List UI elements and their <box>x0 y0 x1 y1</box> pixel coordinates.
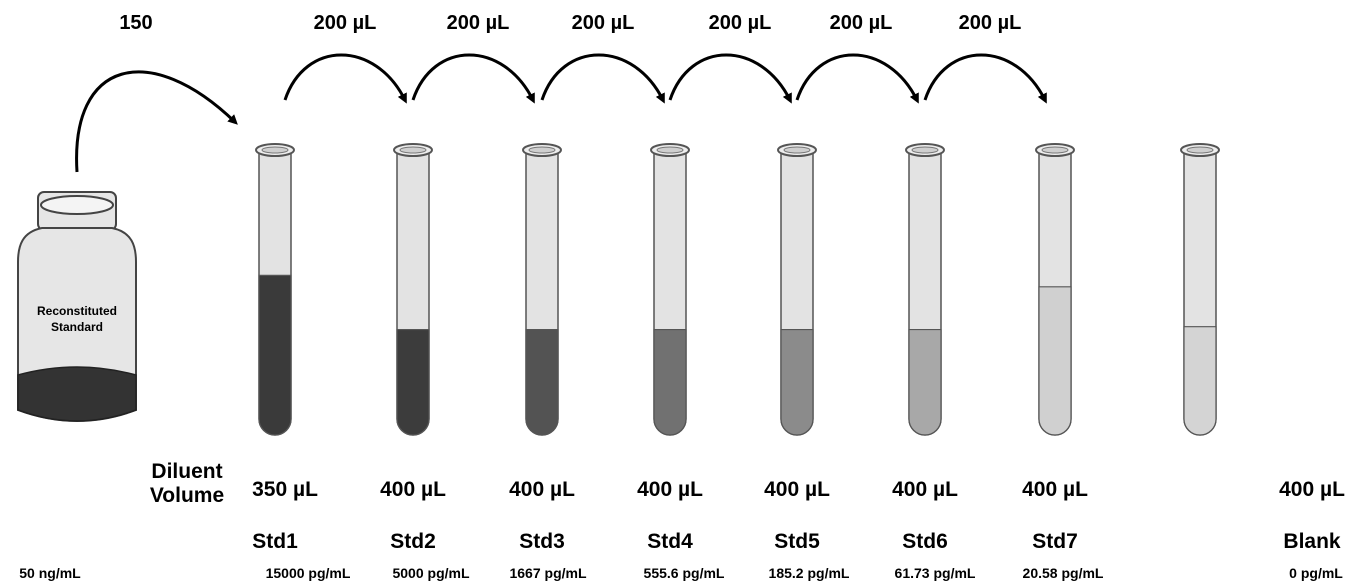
tube-opening <box>261 146 289 154</box>
transfer-volume-4: 200 µL <box>708 12 772 34</box>
transfer-volume-3: 200 µL <box>571 12 635 34</box>
label-std3: Std3 <box>519 530 565 553</box>
label-std2: Std2 <box>390 530 436 553</box>
tube-opening <box>1186 146 1214 154</box>
transfer-volume-6: 200 µL <box>958 12 1022 34</box>
tube-rack <box>255 143 1220 436</box>
transfer-volume-5: 200 µL <box>829 12 893 34</box>
transfer-arrow-5 <box>795 53 919 104</box>
transfer-volume-2: 200 µL <box>446 12 510 34</box>
stock-transfer-volume: 150 <box>119 12 153 34</box>
bottle-label-line1: Reconstituted <box>37 304 117 318</box>
conc-std1: 15000 pg/mL <box>265 565 351 581</box>
tube-blank <box>1180 143 1220 436</box>
tube-liquid <box>258 274 292 436</box>
conc-std6: 61.73 pg/mL <box>894 565 976 581</box>
label-std7: Std7 <box>1032 530 1078 553</box>
stock-bottle: Reconstituted Standard <box>17 191 137 422</box>
tube-opening <box>399 146 427 154</box>
label-std5: Std5 <box>774 530 820 553</box>
diluent-std4: 400 µL <box>637 478 703 501</box>
stock-transfer-arrow <box>75 70 238 173</box>
serial-transfer-arrows <box>283 53 1047 104</box>
bottle-label-line2: Standard <box>51 320 103 334</box>
tube-opening <box>656 146 684 154</box>
stock-liquid <box>17 366 137 422</box>
tube-std2 <box>393 143 433 436</box>
conc-blank: 0 pg/mL <box>1289 565 1343 581</box>
diluent-std7: 400 µL <box>1022 478 1088 501</box>
conc-std2: 5000 pg/mL <box>392 565 470 581</box>
label-std4: Std4 <box>647 530 693 553</box>
diluent-heading-line1: Diluent <box>151 460 223 483</box>
tube-std7 <box>1035 143 1075 436</box>
transfer-arrow-1 <box>283 53 407 104</box>
conc-std4: 555.6 pg/mL <box>643 565 725 581</box>
conc-std3: 1667 pg/mL <box>509 565 587 581</box>
label-blank: Blank <box>1283 530 1341 553</box>
conc-std5: 185.2 pg/mL <box>768 565 850 581</box>
diluent-std3: 400 µL <box>509 478 575 501</box>
label-std1: Std1 <box>252 530 298 553</box>
diluent-blank: 400 µL <box>1279 478 1345 501</box>
tube-std3 <box>522 143 562 436</box>
tube-liquid <box>1038 286 1072 436</box>
diluent-std2: 400 µL <box>380 478 446 501</box>
tube-std4 <box>650 143 690 436</box>
transfer-arrow-3 <box>540 53 665 104</box>
tube-liquid <box>396 328 430 436</box>
stock-concentration: 50 ng/mL <box>19 565 81 581</box>
conc-std7: 20.58 pg/mL <box>1022 565 1104 581</box>
tube-liquid <box>653 328 687 436</box>
diluent-std1: 350 µL <box>252 478 318 501</box>
tube-opening <box>783 146 811 154</box>
diluent-heading-line2: Volume <box>149 484 225 507</box>
transfer-arrow-6 <box>923 53 1047 104</box>
transfer-volume-1: 200 µL <box>313 12 377 34</box>
transfer-arrow-4 <box>668 53 792 104</box>
tube-std5 <box>777 143 817 436</box>
diluent-std6: 400 µL <box>892 478 958 501</box>
tube-liquid <box>525 328 559 436</box>
diluent-std5: 400 µL <box>764 478 830 501</box>
tube-std1 <box>255 143 295 436</box>
tube-liquid <box>908 328 942 436</box>
tube-liquid <box>780 328 814 436</box>
tube-opening <box>1041 146 1069 154</box>
tube-opening <box>911 146 939 154</box>
tube-liquid <box>1183 326 1217 436</box>
label-std6: Std6 <box>902 530 948 553</box>
diluent-heading: Diluent Volume <box>150 460 224 508</box>
tube-std6 <box>905 143 945 436</box>
tube-opening <box>528 146 556 154</box>
transfer-arrow-2 <box>411 53 535 104</box>
